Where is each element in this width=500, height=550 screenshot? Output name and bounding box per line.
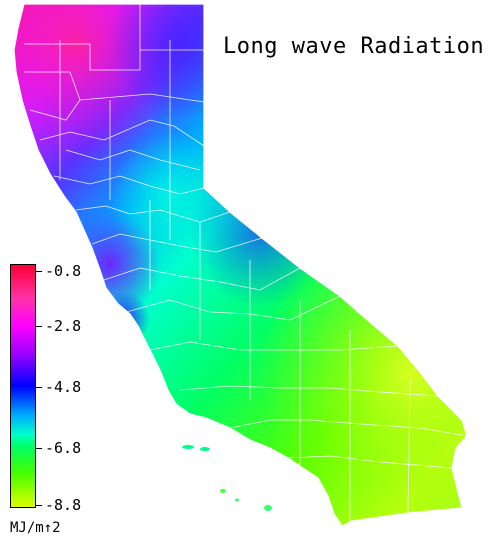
legend-tick [36,387,42,388]
legend-color-bar [10,264,36,508]
channel-islands [182,445,272,511]
legend-tick [36,505,42,506]
legend-label: -2.8 [45,317,82,335]
legend-label: -6.8 [45,439,82,457]
legend-units: MJ/m↑2 [10,520,61,536]
legend-label-max: -0.8 [45,262,82,280]
legend-tick [36,326,42,327]
legend-tick [36,448,42,449]
map-title: Long wave Radiation [223,34,485,59]
legend-label: -4.8 [45,378,82,396]
legend-tick [36,271,42,272]
legend-label-min: -8.8 [45,496,82,514]
